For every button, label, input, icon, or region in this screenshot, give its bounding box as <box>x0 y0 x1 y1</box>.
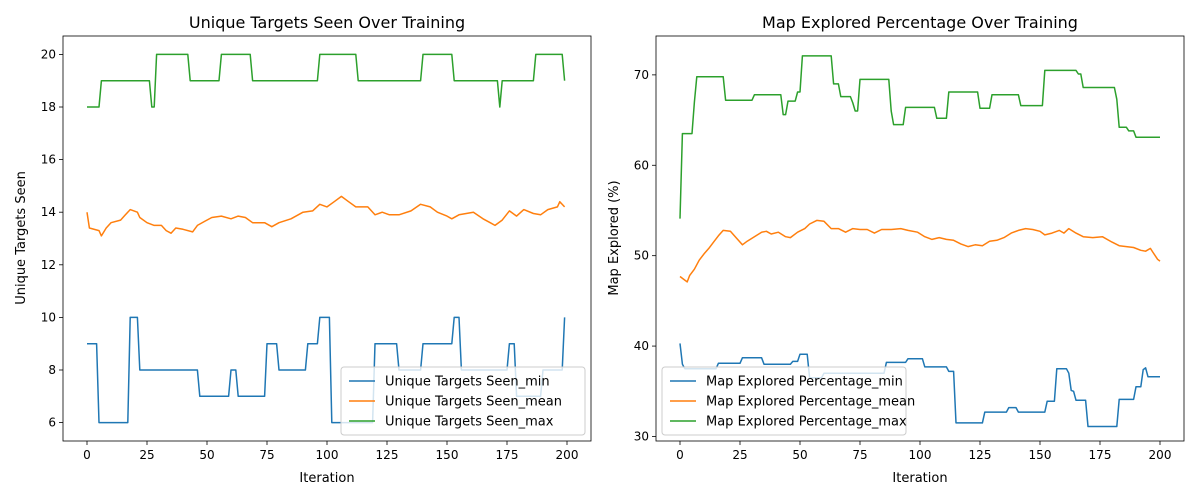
legend-label: Map Explored Percentage_max <box>706 415 907 430</box>
plot-area: 0 25 50 75 100 125 150 175 200 30 40 50 60 70 Map Expl… <box>634 35 1185 462</box>
legend-box <box>340 366 586 436</box>
legend-label: Unique Targets Seen_min <box>385 375 550 390</box>
y-tick-label: 16 <box>41 153 56 167</box>
x-tick-label: 75 <box>852 448 867 462</box>
x-tick-label: 150 <box>436 448 459 462</box>
y-axis-label: Map Explored (%) <box>607 180 622 295</box>
series-line-mean <box>679 219 1161 283</box>
x-axis-label: Iteration <box>892 471 947 486</box>
x-tick-label: 50 <box>199 448 214 462</box>
legend-label: Unique Targets Seen_mean <box>385 395 562 410</box>
series-line-max <box>87 53 566 108</box>
x-tick-label: 0 <box>676 448 684 462</box>
y-tick-label: 14 <box>41 205 56 219</box>
y-tick-label: 6 <box>48 416 56 430</box>
legend-box <box>661 366 907 436</box>
x-tick-label: 25 <box>139 448 154 462</box>
chart-title: Unique Targets Seen Over Training <box>189 13 465 32</box>
chart-map-explored: Map Explored Percentage Over Training It… <box>607 13 1185 486</box>
x-tick-label: 125 <box>376 448 399 462</box>
series-line-mean <box>86 195 566 237</box>
series-line-max <box>679 55 1160 219</box>
x-tick-label: 100 <box>316 448 339 462</box>
y-tick-label: 10 <box>41 310 56 324</box>
x-tick-label: 25 <box>732 448 747 462</box>
y-tick-label: 60 <box>634 158 649 172</box>
x-tick-label: 200 <box>1149 448 1172 462</box>
legend-label: Map Explored Percentage_min <box>706 375 903 390</box>
y-axis-label: Unique Targets Seen <box>14 171 29 305</box>
plot-area: 0 25 50 75 100 125 150 175 200 6 8 10 12 14 16 18 20 Uniq… <box>41 35 592 462</box>
y-tick-label: 18 <box>41 100 56 114</box>
series-line-min <box>87 316 566 424</box>
x-axis-label: Iteration <box>299 471 354 486</box>
chart-title: Map Explored Percentage Over Training <box>762 13 1078 32</box>
y-tick-label: 12 <box>41 258 56 272</box>
x-tick-label: 0 <box>83 448 91 462</box>
x-tick-label: 125 <box>969 448 992 462</box>
legend-label: Map Explored Percentage_mean <box>706 395 915 410</box>
x-tick-label: 100 <box>909 448 932 462</box>
x-tick-label: 175 <box>496 448 519 462</box>
y-tick-label: 8 <box>48 363 56 377</box>
y-tick-label: 40 <box>634 339 649 353</box>
x-tick-label: 150 <box>1029 448 1052 462</box>
x-tick-label: 75 <box>259 448 274 462</box>
series-line-min <box>679 343 1160 428</box>
x-tick-label: 175 <box>1089 448 1112 462</box>
legend: Unique Targets Seen_min Unique Targets Se… <box>340 366 586 436</box>
y-tick-label: 30 <box>634 429 649 443</box>
y-tick-label: 50 <box>634 249 649 263</box>
x-tick-label: 50 <box>792 448 807 462</box>
chart-unique-targets: Unique Targets Seen Over Training Iterat… <box>14 13 592 486</box>
y-tick-label: 20 <box>41 47 56 61</box>
legend-label: Unique Targets Seen_max <box>385 415 554 430</box>
legend: Map Explored Percentage_min Map Explored … <box>661 366 915 436</box>
x-tick-label: 200 <box>556 448 579 462</box>
y-tick-label: 70 <box>634 68 649 82</box>
